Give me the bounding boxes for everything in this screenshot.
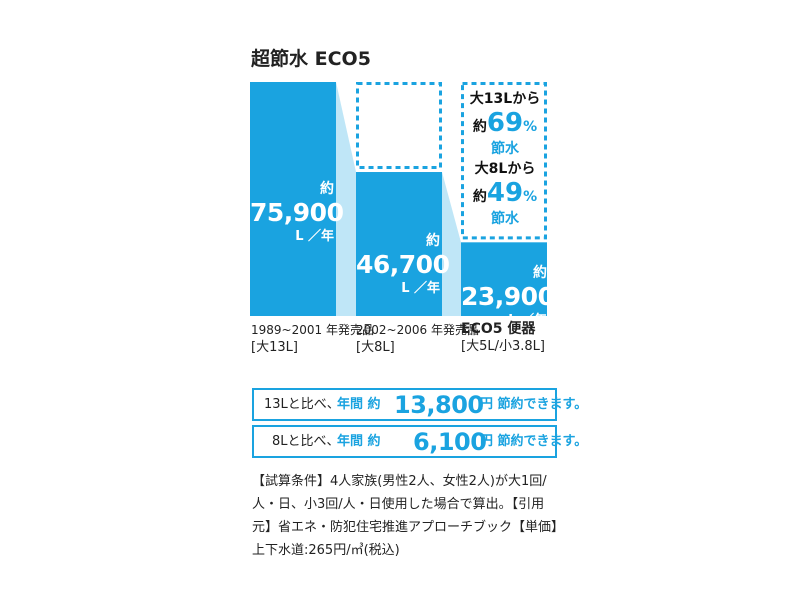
- bar-label-2: 約46,700 L ／年: [356, 230, 450, 296]
- saving-1-prefix: 約: [472, 119, 487, 135]
- summary-2-tail: 円 節約できます。: [480, 434, 588, 449]
- summary-box-13l: 13Lと比べ、 年間 約 13,800 円 節約できます。: [252, 388, 587, 421]
- category-label-3: ECO5 便器 [大5L/小3.8L]: [461, 321, 545, 355]
- summary-1-lead: 13Lと比べ、: [264, 397, 340, 412]
- saving-annotation-1: 大13Lから 約69% 節水: [462, 88, 548, 158]
- bar-label-3-value: 23,900: [461, 282, 555, 311]
- category-3-line1: ECO5 便器: [461, 321, 536, 337]
- saving-2-percent: 49: [486, 178, 524, 208]
- summary-1-amount: 13,800: [394, 391, 484, 419]
- saving-2-prefix: 約: [472, 189, 487, 205]
- dashed-outline-2: [356, 82, 442, 170]
- dashed-outline-3: [461, 82, 547, 240]
- category-label-2: 2002~2006 年発売品 [大8L]: [356, 322, 479, 356]
- bar-3: [461, 242, 547, 316]
- saving-2-symbol: %: [523, 189, 538, 205]
- connector-1: [336, 82, 356, 316]
- saving-annotation-2: 大8Lから 約49% 節水: [462, 158, 548, 228]
- category-2-line1: 2002~2006 年発売品: [356, 323, 479, 337]
- bar-label-3-unit: L ／年: [508, 313, 547, 328]
- summary-2-amount: 6,100: [413, 428, 487, 456]
- bar-label-2-value: 46,700: [356, 250, 450, 279]
- saving-2-from: 大8Lから: [474, 161, 536, 177]
- bar-2: [356, 172, 442, 316]
- bar-label-3: 約23,900 L ／年: [461, 262, 555, 328]
- bar-label-1-unit: L ／年: [295, 229, 334, 244]
- bar-label-2-prefix: 約: [426, 233, 440, 249]
- saving-2-after: 節水: [491, 211, 519, 227]
- chart-title: 超節水 ECO5: [251, 48, 371, 70]
- category-1-line1: 1989~2001 年発売品: [251, 323, 374, 337]
- category-label-1: 1989~2001 年発売品 [大13L]: [251, 322, 374, 356]
- bar-label-3-prefix: 約: [533, 265, 547, 281]
- summary-2-label: 年間 約: [337, 434, 381, 449]
- summary-box-8l: 8Lと比べ、 年間 約 6,100 円 節約できます。: [252, 425, 587, 458]
- saving-1-symbol: %: [523, 119, 538, 135]
- bar-label-1: 約75,900 L ／年: [250, 178, 344, 244]
- saving-1-percent-line: 約69%: [462, 108, 548, 138]
- bar-label-1-prefix: 約: [320, 181, 334, 197]
- saving-1-percent: 69: [486, 108, 524, 138]
- saving-1-after: 節水: [491, 141, 519, 157]
- bar-label-1-value: 75,900: [250, 198, 344, 227]
- category-1-line2: [大13L]: [251, 340, 298, 355]
- category-3-line2: [大5L/小3.8L]: [461, 339, 545, 354]
- summary-1-label: 年間 約: [337, 397, 381, 412]
- summary-2-lead: 8Lと比べ、: [272, 434, 340, 449]
- category-2-line2: [大8L]: [356, 340, 395, 355]
- saving-2-percent-line: 約49%: [462, 178, 548, 208]
- bar-label-2-unit: L ／年: [401, 281, 440, 296]
- bar-1: [250, 82, 336, 316]
- connector-2: [442, 172, 461, 316]
- saving-1-from: 大13Lから: [469, 91, 541, 107]
- summary-1-tail: 円 節約できます。: [480, 397, 588, 412]
- calculation-note: 【試算条件】4人家族(男性2人、女性2人)が大1回/人・日、小3回/人・日使用し…: [252, 474, 558, 558]
